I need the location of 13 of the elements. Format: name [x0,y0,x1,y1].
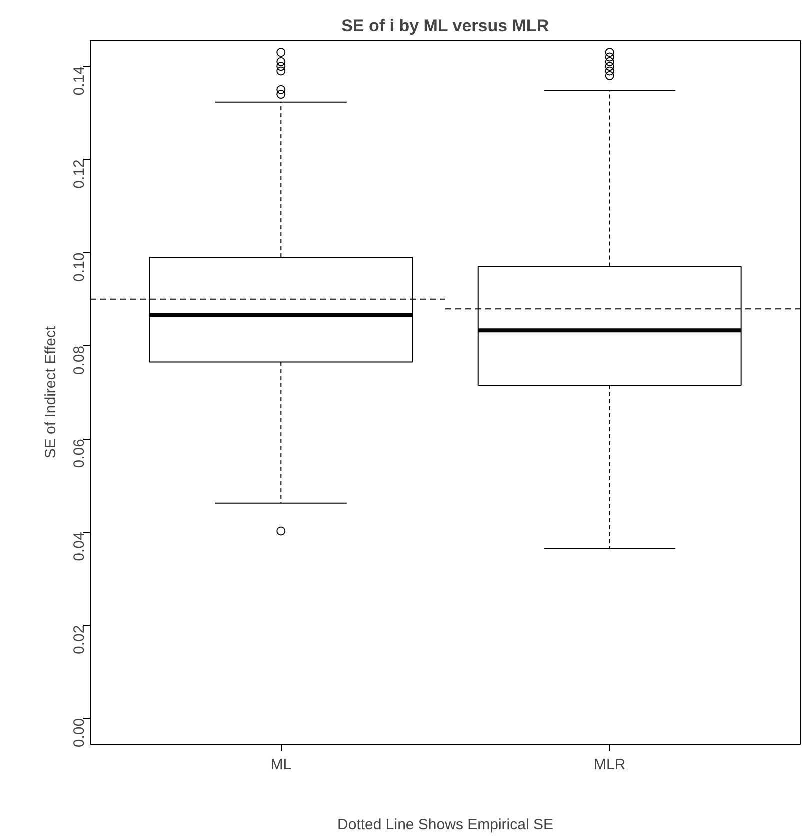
y-axis-title: SE of Indirect Effect [42,326,60,459]
y-tick-label: 0.12 [71,160,88,189]
y-tick-label: 0.14 [71,66,88,96]
y-tick-label: 0.00 [71,718,88,748]
x-tick-label: ML [270,756,292,774]
x-axis-title: Dotted Line Shows Empirical SE [338,816,554,834]
y-tick-label: 0.10 [71,252,88,282]
y-tick-label: 0.04 [71,532,88,562]
y-tick-label: 0.08 [71,346,88,376]
y-tick-label: 0.06 [71,439,88,468]
y-tick-label: 0.02 [71,625,88,654]
x-tick-label: MLR [594,756,626,774]
chart-title: SE of i by ML versus MLR [342,16,550,36]
